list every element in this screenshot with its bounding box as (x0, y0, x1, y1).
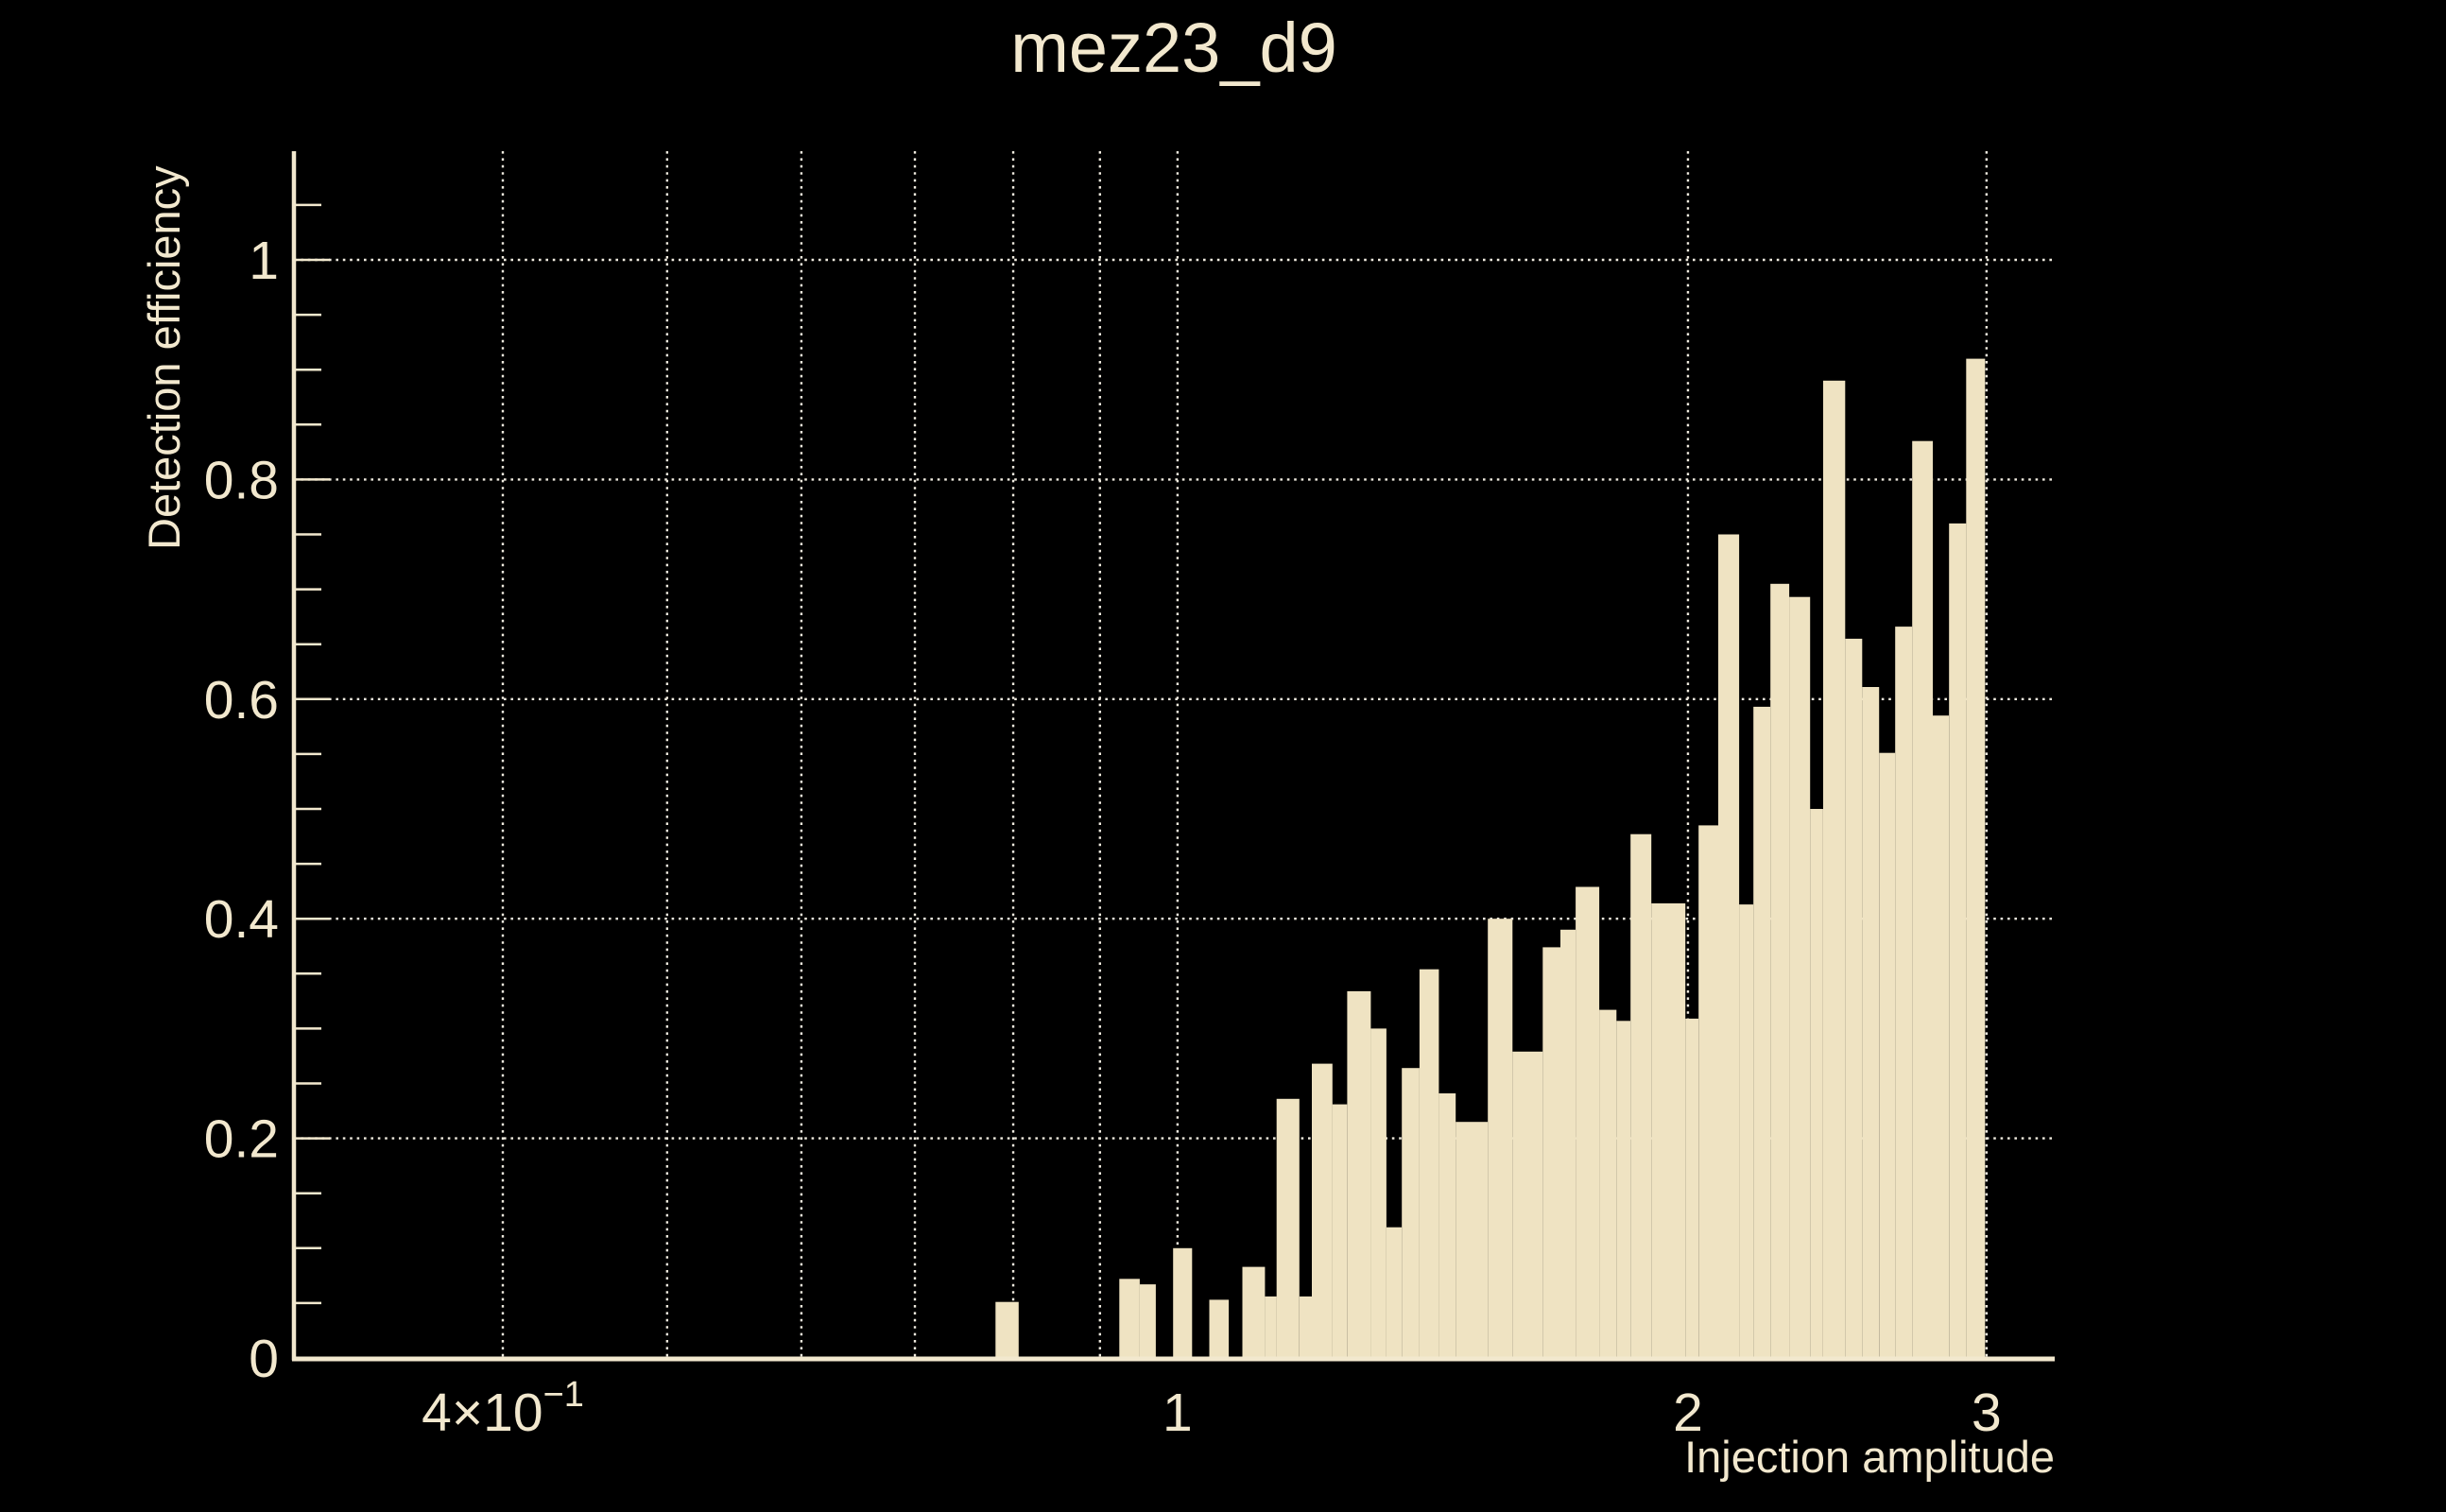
histogram-bar (1173, 1247, 1193, 1358)
y-ticks (296, 203, 330, 1305)
histogram-bar (1488, 919, 1513, 1358)
histogram-bar (1276, 1098, 1300, 1358)
histogram-bar (1370, 1028, 1387, 1358)
histogram-bar (995, 1301, 1019, 1358)
x-tick-label: 2 (1673, 1383, 1703, 1443)
y-tick-label: 0.4 (204, 889, 279, 950)
histogram-bar (1312, 1063, 1333, 1358)
histogram-bar (1242, 1266, 1266, 1358)
y-tick-label: 0.6 (204, 670, 279, 730)
histogram-bar (1438, 1093, 1456, 1358)
y-tick-labels: 1 0.8 0.6 0.4 0.2 0 (204, 231, 279, 1389)
y-tick-label: 1 (249, 231, 279, 291)
histogram-bar (1845, 638, 1863, 1358)
x-tick-labels: 4×10−1 1 2 3 (422, 1375, 2002, 1443)
histogram-bar (1347, 990, 1371, 1358)
histogram-bar (1698, 825, 1718, 1358)
histogram-bar (1616, 1021, 1631, 1358)
histogram-bar (1419, 969, 1439, 1358)
histogram-bar (1770, 583, 1790, 1358)
x-axis-title: Injection amplitude (1684, 1432, 2055, 1482)
x-tick-label: 3 (1972, 1383, 2002, 1443)
x-tick-label: 4×10−1 (422, 1375, 584, 1443)
histogram-bar (1933, 715, 1950, 1358)
histogram-bar (1599, 1009, 1617, 1358)
histogram-bar (1651, 902, 1686, 1358)
histogram-bar (1386, 1227, 1403, 1358)
histogram-bar (1862, 687, 1880, 1358)
histogram-bar (1402, 1068, 1420, 1358)
histogram-bar (1265, 1296, 1277, 1358)
histogram-bar (1630, 833, 1652, 1358)
histogram-bar (1542, 947, 1561, 1358)
gridlines (294, 151, 2055, 1358)
histogram-bar (1576, 886, 1600, 1358)
histogram-bar (1753, 706, 1771, 1358)
histogram-bar (1299, 1296, 1312, 1358)
histogram-bar (1966, 358, 1986, 1359)
histogram-bar (1332, 1104, 1348, 1358)
plot-title: mez23_d9 (1010, 9, 1337, 87)
histogram-bar (1718, 534, 1740, 1358)
histogram-bar (1879, 752, 1896, 1358)
histogram-bar (1456, 1122, 1489, 1358)
histogram-bar (1810, 809, 1823, 1358)
histogram-bar (1895, 627, 1913, 1358)
histogram-bar (1789, 596, 1811, 1358)
histogram-bar (1560, 929, 1576, 1358)
x-tick-label: 1 (1163, 1383, 1193, 1443)
histogram-bar (1823, 380, 1846, 1358)
histogram-bar (1685, 1018, 1699, 1358)
axes (291, 151, 2055, 1362)
histogram-bar (1912, 440, 1933, 1358)
y-tick-label: 0.2 (204, 1109, 279, 1170)
histogram-bar (1139, 1284, 1156, 1358)
histogram-bar (1512, 1051, 1543, 1358)
histogram-bar (1209, 1299, 1230, 1358)
histogram-bar (1119, 1279, 1140, 1358)
histogram-bar (1739, 904, 1754, 1358)
y-tick-label: 0.8 (204, 450, 279, 510)
y-tick-label: 0 (249, 1329, 279, 1389)
histogram-bar (1949, 523, 1967, 1358)
histogram-bars (995, 358, 1986, 1359)
